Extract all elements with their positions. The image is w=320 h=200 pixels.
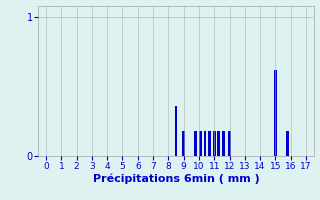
Bar (182, 131, 185, 156)
Bar (195, 131, 197, 156)
Bar (217, 131, 220, 156)
Bar (175, 106, 177, 156)
Bar (204, 131, 206, 156)
Bar (286, 131, 289, 156)
Bar (208, 131, 211, 156)
X-axis label: Précipitations 6min ( mm ): Précipitations 6min ( mm ) (92, 173, 260, 184)
Bar (213, 131, 216, 156)
Bar (199, 131, 202, 156)
Bar (228, 131, 231, 156)
Bar (274, 70, 277, 156)
Bar (222, 131, 225, 156)
